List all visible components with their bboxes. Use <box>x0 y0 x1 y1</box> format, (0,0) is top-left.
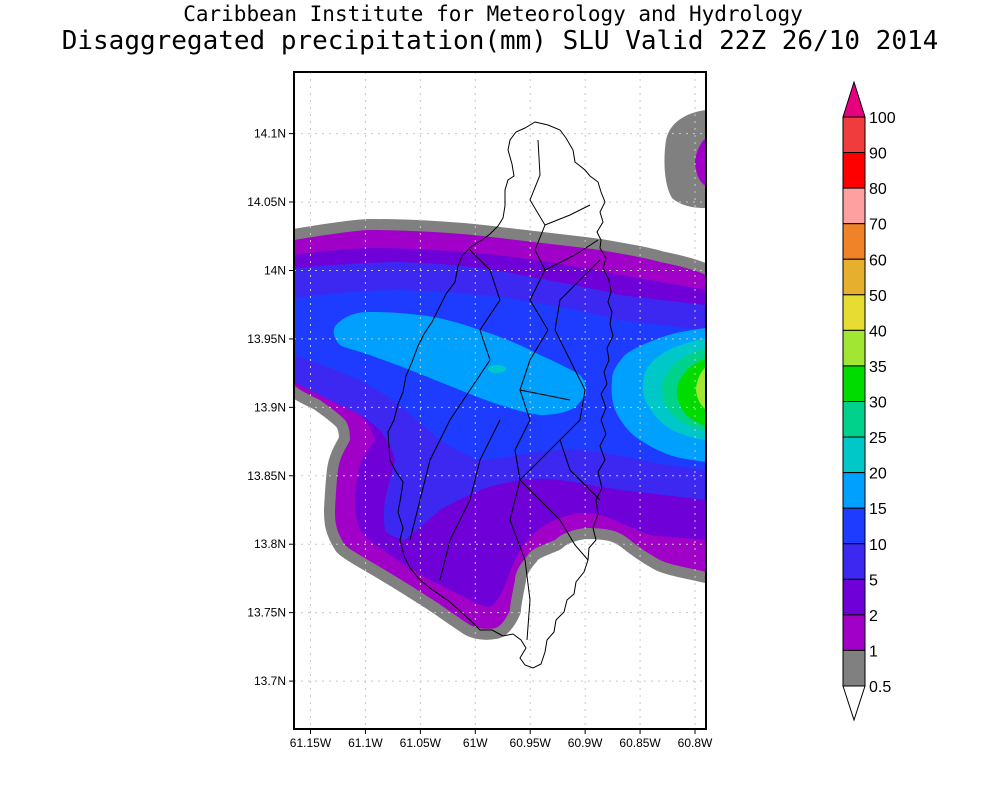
district-boundary <box>439 419 501 581</box>
lat-tick-label: 14.05N <box>247 195 286 209</box>
colorbar-label: 20 <box>869 466 887 483</box>
lon-tick-label: 60.9W <box>568 736 603 750</box>
district-boundary <box>509 139 549 641</box>
map-axes: 61.15W 61.1W 61.05W 61W 60.95W 60.9W 60.85W 60.… <box>247 127 713 750</box>
lon-tick-label: 61.1W <box>348 736 383 750</box>
colorbar-swatch <box>842 116 866 154</box>
contour-15-20-west <box>333 312 587 415</box>
lat-tick-label: 13.95N <box>247 332 286 346</box>
contour-20-25-inland <box>488 365 506 373</box>
district-boundary <box>519 204 599 401</box>
lon-tick-label: 60.8W <box>678 736 713 750</box>
colorbar-swatch <box>842 365 866 402</box>
colorbar-swatch <box>842 152 866 189</box>
district-boundary <box>519 259 601 481</box>
contour-0.5-1-northeast <box>664 110 706 208</box>
map-frame <box>293 71 707 730</box>
colorbar-swatch <box>842 472 866 509</box>
lat-tick-label: 13.85N <box>247 469 286 483</box>
contour-30-35 <box>676 358 706 426</box>
colorbar-swatch <box>842 614 866 651</box>
coastline <box>387 121 614 669</box>
colorbar-swatch <box>842 329 866 367</box>
colorbar-bottom-arrow <box>842 685 866 722</box>
colorbar-label: 5 <box>869 572 878 589</box>
colorbar-label: 1 <box>869 643 878 660</box>
district-boundary <box>519 479 589 561</box>
colorbar-label: 35 <box>869 359 887 376</box>
st-lucia-outline <box>387 121 614 669</box>
colorbar-label: 30 <box>869 395 887 412</box>
colorbar-swatch <box>842 649 866 687</box>
colorbar-label: 80 <box>869 181 887 198</box>
colorbar-label: 2 <box>869 608 878 625</box>
colorbar-swatch <box>842 187 866 225</box>
lon-tick-label: 60.85W <box>619 736 661 750</box>
precipitation-contours <box>294 72 706 729</box>
contour-1-2-northeast <box>695 138 706 186</box>
lat-tick-label: 14N <box>264 263 286 277</box>
grid-lines <box>294 72 706 729</box>
colorbar-label: 100 <box>869 110 896 127</box>
colorbar: 100 90 80 70 60 50 40 35 30 25 20 15 10 5 2 1 0.5 <box>842 80 896 722</box>
colorbar-label: 25 <box>869 430 887 447</box>
contour-35-40 <box>696 367 706 410</box>
lon-tick-label: 61.15W <box>290 736 332 750</box>
colorbar-label: 40 <box>869 323 887 340</box>
title-institute: Caribbean Institute for Meteorology and … <box>183 2 803 26</box>
lat-tick-label: 13.9N <box>254 400 286 414</box>
colorbar-swatch <box>842 223 866 260</box>
colorbar-swatch <box>842 578 866 616</box>
lon-tick-label: 60.95W <box>510 736 552 750</box>
lon-tick-label: 61W <box>463 736 488 750</box>
colorbar-swatch <box>842 294 866 331</box>
colorbar-swatch <box>842 436 866 474</box>
title-product: Disaggregated precipitation(mm) SLU Vali… <box>61 26 939 56</box>
lat-tick-label: 13.7N <box>254 674 286 688</box>
colorbar-swatch <box>842 401 866 438</box>
lat-tick-label: 14.1N <box>254 127 286 141</box>
lon-tick-label: 61.05W <box>400 736 442 750</box>
district-boundary <box>409 249 501 541</box>
district-boundary <box>559 439 601 501</box>
lat-tick-label: 13.75N <box>247 606 286 620</box>
colorbar-label: 60 <box>869 252 887 269</box>
colorbar-swatch <box>842 543 866 580</box>
colorbar-swatch <box>842 258 866 296</box>
colorbar-swatch <box>842 507 866 545</box>
lat-tick-label: 13.8N <box>254 537 286 551</box>
colorbar-label: 10 <box>869 537 887 554</box>
colorbar-label: 70 <box>869 217 887 234</box>
colorbar-top-arrow <box>842 80 866 118</box>
colorbar-label: 90 <box>869 146 887 163</box>
colorbar-label: 15 <box>869 501 887 518</box>
colorbar-label: 0.5 <box>869 679 891 696</box>
colorbar-label: 50 <box>869 288 887 305</box>
